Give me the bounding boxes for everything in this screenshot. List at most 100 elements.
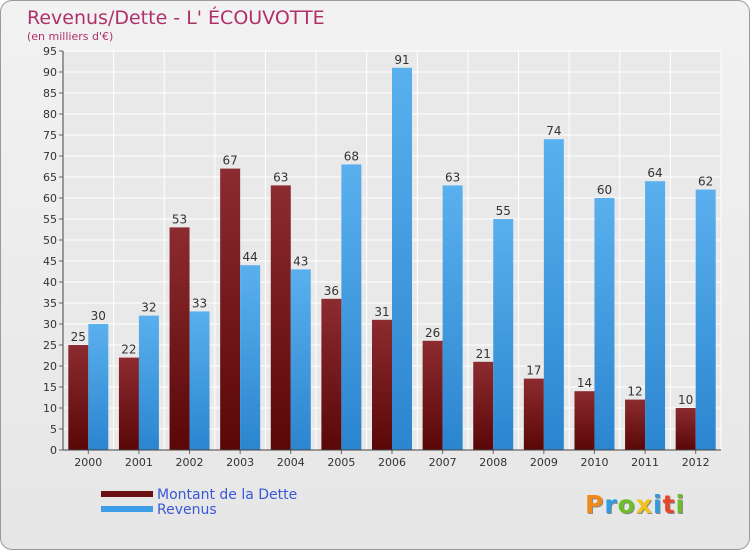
y-tick-label: 40 (43, 276, 57, 289)
logo-letter: x (635, 490, 653, 519)
y-tick-label: 5 (50, 423, 57, 436)
bar-dette (220, 168, 241, 450)
data-label: 17 (526, 364, 541, 378)
data-label: 64 (647, 166, 662, 180)
data-label: 68 (344, 149, 359, 163)
y-tick-label: 80 (43, 108, 57, 121)
bar-revenus (290, 269, 311, 450)
data-label: 60 (597, 183, 612, 197)
y-tick-label: 90 (43, 66, 57, 79)
legend-label-dette: Montant de la Dette (157, 487, 298, 503)
data-label: 33 (192, 296, 207, 310)
bar-dette (68, 345, 89, 450)
data-label: 63 (445, 170, 460, 184)
x-tick-label: 2009 (530, 456, 558, 469)
bar-dette (372, 319, 392, 450)
bar-revenus (240, 265, 261, 450)
x-tick-label: 2012 (682, 456, 710, 469)
chart-title: Revenus/Dette - L' ÉCOUVOTTE (27, 7, 325, 29)
data-label: 62 (698, 175, 713, 189)
bar-dette (118, 357, 139, 450)
x-tick-label: 2006 (378, 456, 406, 469)
data-label: 31 (374, 305, 389, 319)
y-tick-label: 95 (43, 45, 57, 58)
data-label: 67 (223, 154, 238, 168)
bar-dette (574, 391, 595, 450)
bar-dette (270, 185, 291, 450)
legend-swatch-revenus (101, 506, 153, 512)
x-tick-label: 2010 (580, 456, 608, 469)
bar-dette (169, 227, 190, 450)
data-label: 44 (243, 250, 258, 264)
y-tick-label: 0 (50, 444, 57, 457)
bar-dette (473, 361, 494, 450)
data-label: 25 (71, 330, 86, 344)
y-tick-label: 45 (43, 255, 57, 268)
logo-letter: i (675, 490, 686, 519)
y-tick-label: 85 (43, 87, 57, 100)
bar-revenus (138, 315, 159, 450)
y-tick-label: 35 (43, 297, 57, 310)
bar-revenus (442, 185, 463, 450)
data-label: 21 (476, 347, 491, 361)
y-tick-label: 60 (43, 192, 57, 205)
data-label: 26 (425, 326, 440, 340)
y-tick-label: 25 (43, 339, 57, 352)
bar-revenus (189, 311, 210, 450)
bar-revenus (695, 189, 716, 450)
bar-dette (422, 340, 443, 450)
x-tick-label: 2002 (176, 456, 204, 469)
data-label: 10 (678, 393, 693, 407)
y-tick-label: 55 (43, 213, 57, 226)
bar-revenus (594, 198, 615, 450)
x-tick-label: 2003 (226, 456, 254, 469)
bar-dette (523, 378, 544, 450)
y-tick-label: 30 (43, 318, 57, 331)
logo-letter: o (617, 490, 636, 519)
y-tick-label: 70 (43, 150, 57, 163)
data-label: 55 (496, 204, 511, 218)
y-tick-label: 50 (43, 234, 57, 247)
bar-revenus (88, 324, 109, 450)
y-tick-label: 10 (43, 402, 57, 415)
data-label: 91 (394, 53, 409, 67)
data-label: 12 (627, 385, 642, 399)
x-tick-label: 2001 (125, 456, 153, 469)
y-tick-label: 75 (43, 129, 57, 142)
bar-revenus (392, 67, 412, 451)
y-tick-label: 20 (43, 360, 57, 373)
y-tick-label: 65 (43, 171, 57, 184)
bar-dette (625, 399, 646, 450)
data-label: 30 (91, 309, 106, 323)
bar-revenus (645, 181, 666, 450)
chart-subtitle: (en milliers d'€) (27, 30, 114, 43)
bar-dette (321, 298, 342, 450)
legend-swatch-dette (101, 491, 153, 497)
x-tick-label: 2008 (479, 456, 507, 469)
logo-letter: r (604, 490, 618, 519)
logo-letter: t (662, 490, 676, 519)
x-tick-label: 2005 (327, 456, 355, 469)
data-label: 32 (141, 301, 156, 315)
logo-letter: P (585, 490, 605, 519)
data-label: 36 (324, 284, 339, 298)
bar-revenus (543, 139, 564, 450)
x-tick-label: 2004 (277, 456, 305, 469)
x-tick-label: 2000 (74, 456, 102, 469)
data-label: 14 (577, 376, 592, 390)
bar-dette (675, 408, 696, 450)
data-label: 53 (172, 212, 187, 226)
proxiti-logo: Proxiti (585, 490, 685, 519)
logo-letter: i (653, 490, 663, 519)
x-tick-label: 2011 (631, 456, 659, 469)
data-label: 74 (546, 124, 561, 138)
data-label: 22 (121, 343, 136, 357)
bar-revenus (341, 164, 362, 450)
data-label: 43 (293, 254, 308, 268)
y-tick-label: 15 (43, 381, 57, 394)
bar-revenus (493, 219, 514, 450)
x-tick-label: 2007 (429, 456, 457, 469)
legend-label-revenus: Revenus (157, 502, 217, 518)
